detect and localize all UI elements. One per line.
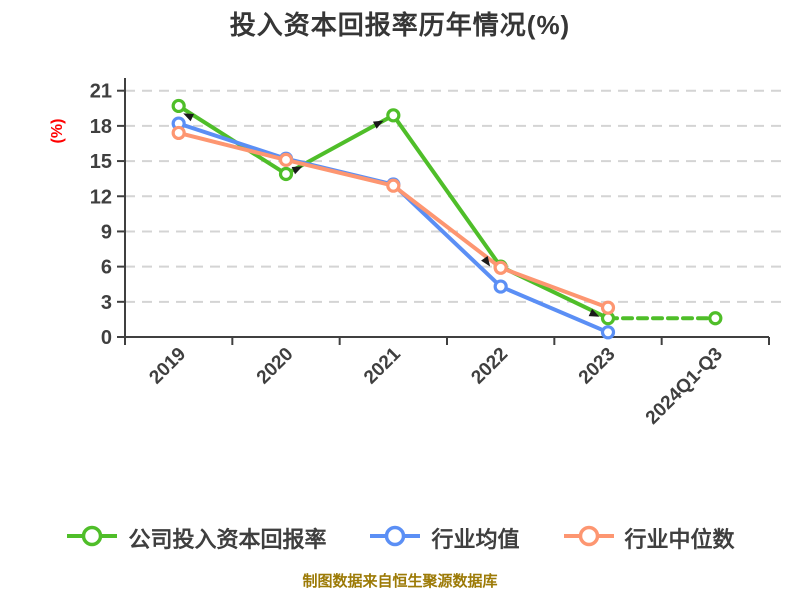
x-axis-label-2020: 2020: [253, 344, 298, 389]
trend-arrow-annotation: [291, 166, 303, 175]
data-source-note: 制图数据来自恒生聚源数据库: [302, 573, 498, 590]
y-tick-label-15: 15: [90, 151, 112, 173]
data-point-marker-series-0: [708, 311, 723, 326]
y-tick-label-6: 6: [101, 257, 112, 279]
x-axis-label-2022: 2022: [467, 344, 512, 389]
data-point-marker-series-1: [493, 279, 508, 294]
y-tick-label-12: 12: [90, 186, 112, 208]
y-tick-label-21: 21: [90, 81, 112, 103]
legend-item-industry-median: 行业中位数: [562, 522, 735, 554]
series-line-1: [176, 121, 610, 335]
trend-arrow-annotation: [183, 113, 194, 122]
legend-label-industry-median: 行业中位数: [624, 527, 735, 552]
data-point-marker-series-2: [600, 300, 616, 315]
y-tick-label-9: 9: [101, 221, 112, 243]
y-tick-label-18: 18: [90, 116, 112, 138]
legend-label-industry-mean: 行业均值: [431, 527, 520, 552]
x-axis-label-2021: 2021: [360, 343, 405, 388]
data-point-marker-series-0: [171, 98, 186, 114]
series-line-2: [176, 130, 610, 310]
x-axis-label-2024Q1-Q3: 2024Q1-Q3: [642, 344, 727, 429]
y-tick-label-3: 3: [101, 292, 112, 314]
legend-marker-glyph: [67, 525, 118, 546]
trend-arrow-annotation: [372, 120, 384, 129]
legend-label-company-roic: 公司投入资本回报率: [128, 527, 327, 552]
series-line-0: [176, 103, 610, 321]
data-point-marker-series-1: [600, 325, 616, 340]
trend-arrow-annotation: [588, 308, 600, 317]
legend-item-industry-mean: 行业均值: [368, 522, 520, 554]
x-axis-label-2023: 2023: [575, 344, 620, 389]
data-point-marker-series-2: [171, 125, 186, 141]
legend-marker-glyph: [370, 525, 421, 546]
legend-marker-company-roic: [65, 524, 119, 553]
y-axis-unit-label: (%): [49, 119, 66, 144]
legend-marker-industry-mean: [368, 524, 422, 553]
y-tick-label-0: 0: [101, 327, 112, 349]
legend-item-company-roic: 公司投入资本回报率: [65, 522, 326, 554]
data-point-marker-series-0: [278, 166, 294, 182]
data-point-marker-series-2: [278, 152, 294, 167]
legend-marker-glyph: [563, 525, 614, 546]
legend-marker-industry-median: [562, 524, 616, 553]
chart-title: 投入资本回报率历年情况(%): [229, 10, 571, 40]
data-point-marker-series-0: [386, 108, 401, 123]
x-axis-label-2019: 2019: [145, 344, 190, 389]
data-point-marker-series-2: [493, 260, 508, 275]
data-point-marker-series-2: [386, 178, 401, 193]
trend-arrow-annotation: [481, 256, 491, 267]
chart-legend: 公司投入资本回报率 行业均值 行业中位数: [0, 522, 800, 554]
chart-plot: (%) 0 3 6 9 12 15 18 21 2019 2020 2021 2022 2023 2024…: [49, 78, 786, 429]
